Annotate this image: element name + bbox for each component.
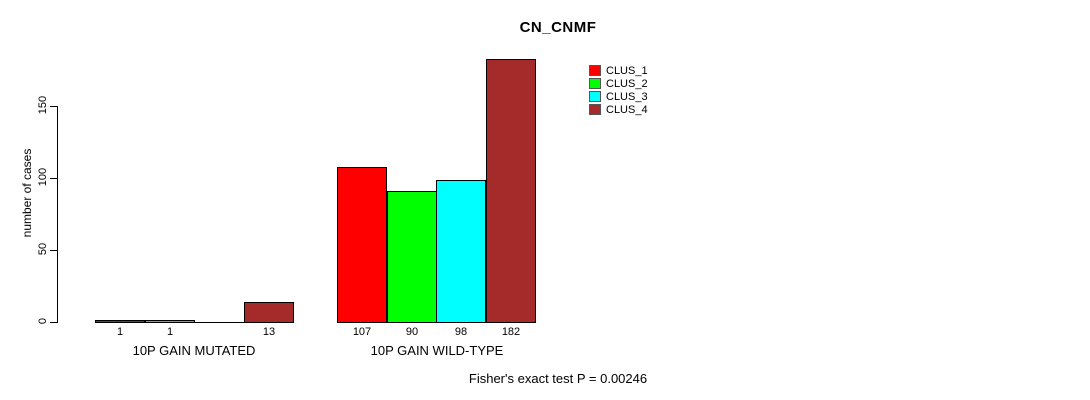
y-tick-label: 100	[37, 167, 49, 187]
y-tick-label: 150	[37, 95, 49, 115]
legend-swatch-clus-4	[589, 104, 601, 115]
bar-value-label: 107	[352, 326, 372, 338]
bar-clus_3-1	[194, 322, 244, 323]
legend-label: CLUS_2	[606, 77, 648, 90]
y-tick-mark	[50, 106, 57, 107]
bar-value-label: 1	[116, 326, 124, 338]
bar-clus_4-2	[486, 59, 536, 323]
y-tick-mark	[50, 250, 57, 251]
legend-item: CLUS_4	[589, 103, 648, 116]
legend-item: CLUS_3	[589, 90, 648, 103]
bar-clus_2-1	[145, 320, 195, 323]
bar-clus_4-1	[244, 302, 294, 323]
legend-item: CLUS_1	[589, 64, 648, 77]
bar-value-label: 13	[262, 326, 276, 338]
legend-label: CLUS_4	[606, 103, 648, 116]
bar-clus_3-2	[436, 180, 486, 323]
legend-label: CLUS_1	[606, 64, 648, 77]
y-axis-label: number of cases	[20, 148, 34, 238]
group-label: 10P GAIN MUTATED	[132, 343, 256, 358]
legend-swatch-clus-1	[589, 65, 601, 76]
fisher-test-annotation: Fisher's exact test P = 0.00246	[468, 371, 648, 386]
bar-clus_1-2	[337, 167, 387, 323]
legend-item: CLUS_2	[589, 77, 648, 90]
bar-value-label: 1	[166, 326, 174, 338]
bar-value-label: 90	[405, 326, 419, 338]
y-tick-label: 0	[37, 317, 49, 325]
chart-title: CN_CNMF	[519, 19, 597, 36]
y-tick-mark	[50, 178, 57, 179]
group-label: 10P GAIN WILD-TYPE	[370, 343, 504, 358]
legend-swatch-clus-3	[589, 91, 601, 102]
bar-clus_1-1	[95, 320, 145, 323]
bar-value-label: 182	[501, 326, 521, 338]
bar-value-label: 98	[454, 326, 468, 338]
y-axis-line	[57, 106, 58, 323]
legend: CLUS_1 CLUS_2 CLUS_3 CLUS_4	[589, 64, 648, 116]
bar-clus_2-2	[387, 191, 437, 323]
y-tick-mark	[50, 322, 57, 323]
legend-swatch-clus-2	[589, 78, 601, 89]
y-tick-label: 50	[37, 242, 49, 256]
legend-label: CLUS_3	[606, 90, 648, 103]
